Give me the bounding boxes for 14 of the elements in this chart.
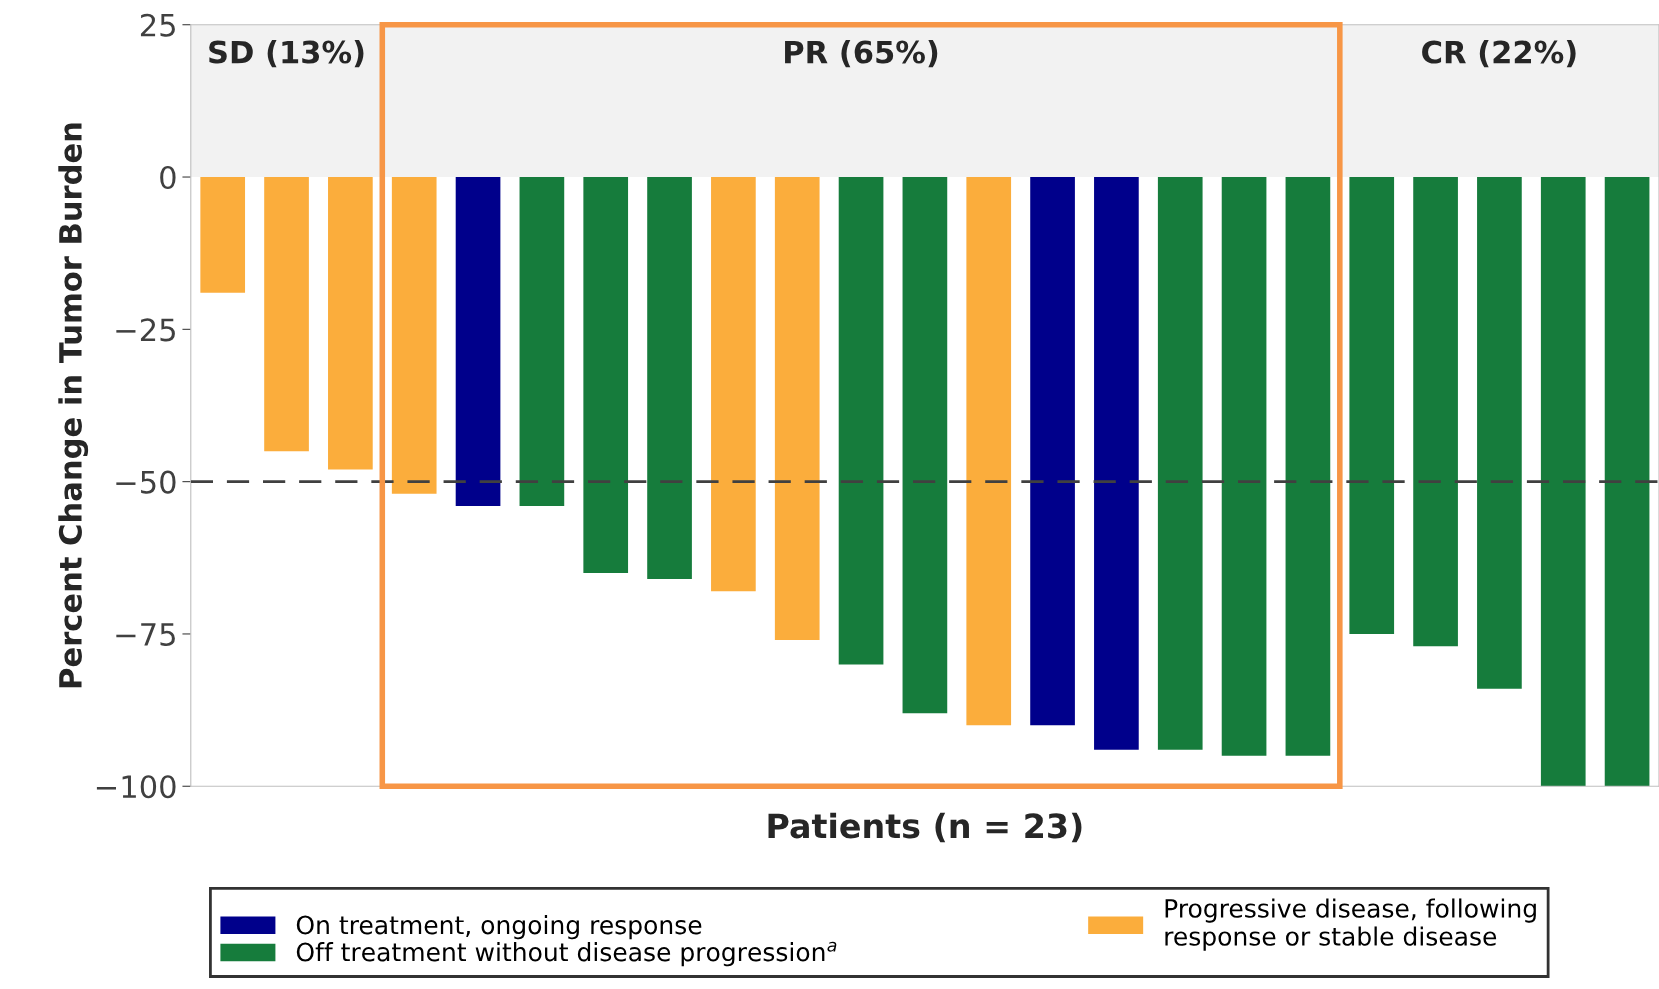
legend-label: Off treatment without disease progression$^{a}$ [296,941,837,967]
annotation: PR (65%) [785,39,938,68]
y-tick-label: −100 [96,775,176,799]
legend-label: On treatment, ongoing response [296,915,702,940]
annotation: CR (22%) [1422,39,1576,68]
annotation: SD (13%) [209,39,364,68]
y-tick-label: 25 [140,13,175,37]
y-tick-label: 0 [160,165,176,190]
y-tick-label: −25 [116,318,175,342]
y-tick-label: −75 [116,623,175,646]
y-tick-label: −50 [116,470,176,494]
x-axis-title: Patients (n = 23) [768,812,1082,843]
y-axis-title: Percent Change in Tumor Burden [58,123,89,688]
legend-label: Progressive disease, following response or stable disease [1165,898,1536,951]
